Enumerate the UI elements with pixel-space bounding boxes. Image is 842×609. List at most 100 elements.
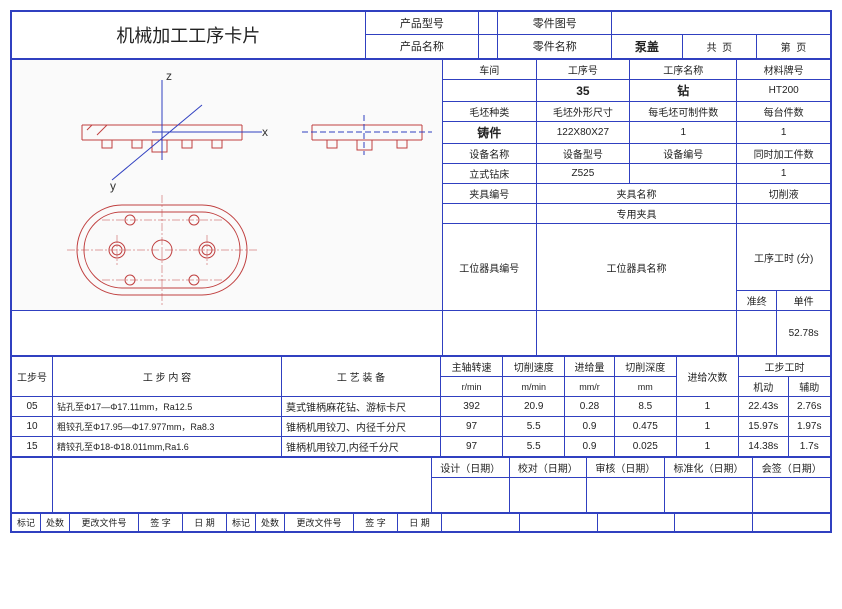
prep-val [737, 311, 777, 356]
tool-no-label: 工位器具编号 [443, 224, 537, 311]
equip-model-label: 设备型号 [536, 144, 630, 164]
part-name-label: 零件名称 [498, 34, 612, 58]
cell-feed: 0.28 [565, 397, 614, 417]
unit-val: 52.78s [777, 311, 831, 356]
equip-name-val: 立式钻床 [443, 164, 537, 184]
unit-speed: m/min [503, 377, 565, 397]
prod-model-label: 产品型号 [365, 12, 479, 35]
cf2-label: 更改文件号 [285, 514, 354, 532]
footer-pad3 [597, 514, 675, 532]
ppb-label: 每毛坯可制件数 [630, 102, 737, 122]
process-name-label: 工序名称 [630, 60, 737, 80]
footer-pad5 [753, 514, 831, 532]
tech-drawing: z x y [12, 60, 442, 310]
sign-val [753, 478, 831, 513]
tool-name-label: 工位器具名称 [536, 224, 737, 311]
prep-label: 准终 [737, 291, 777, 311]
col-steptime: 工步工时 [739, 357, 831, 377]
cell-spindle: 392 [441, 397, 503, 417]
cell-equip: 锥柄机用铰刀,内径千分尺 [282, 437, 441, 457]
x-axis-label: x [262, 125, 268, 139]
doc-title: 机械加工工序卡片 [12, 12, 366, 59]
cell-no: 05 [12, 397, 53, 417]
prod-name-val [479, 34, 498, 58]
tool-name-val [536, 311, 737, 356]
fixture-name-label: 夹具名称 [536, 184, 737, 204]
sign-label: 会签（日期） [753, 458, 831, 478]
review-label: 审核（日期） [587, 458, 665, 478]
part-draw-val [612, 12, 831, 35]
prod-model-val [479, 12, 498, 35]
unit-feed: mm/r [565, 377, 614, 397]
total-label: 共 页 [682, 34, 756, 58]
proc-time-label: 工序工时 (分) [737, 224, 831, 291]
workshop-val [443, 80, 537, 102]
check-label: 校对（日期） [509, 458, 587, 478]
cell-content: 钻孔至Φ17—Φ17.11mm，Ra12.5 [53, 397, 282, 417]
table-row: 10粗铰孔至Φ17.95—Φ17.977mm，Ra8.3锥柄机用铰刀、内径千分尺… [12, 417, 831, 437]
cell-no: 15 [12, 437, 53, 457]
equip-no-label: 设备编号 [630, 144, 737, 164]
cell-depth: 0.025 [614, 437, 676, 457]
cell-aux: 1.97s [788, 417, 830, 437]
standard-val [664, 478, 753, 513]
simul-label: 同时加工件数 [737, 144, 831, 164]
cell-speed: 20.9 [503, 397, 565, 417]
part-draw-label: 零件图号 [498, 12, 612, 35]
mark1-label: 标记 [12, 514, 41, 532]
cell-speed: 5.5 [503, 417, 565, 437]
check-val [509, 478, 587, 513]
equip-model-val: Z525 [536, 164, 630, 184]
footer-pad1 [442, 514, 520, 532]
fixture-name-val: 专用夹具 [536, 204, 737, 224]
date1-label: 日 期 [183, 514, 227, 532]
cell-depth: 0.475 [614, 417, 676, 437]
col-spindle: 主轴转速 [441, 357, 503, 377]
prod-name-label: 产品名称 [365, 34, 479, 58]
sig1-label: 签 字 [139, 514, 183, 532]
material-label: 材料牌号 [737, 60, 831, 80]
empty-left [12, 458, 53, 513]
sheet-label: 第 页 [756, 34, 830, 58]
cell-no: 10 [12, 417, 53, 437]
draw-pad [12, 311, 443, 356]
col-equip: 工 艺 装 备 [282, 357, 441, 397]
cell-feed: 0.9 [565, 417, 614, 437]
mark2-label: 标记 [227, 514, 256, 532]
cf1-label: 更改文件号 [70, 514, 139, 532]
cell-aux: 1.7s [788, 437, 830, 457]
cell-feed: 0.9 [565, 437, 614, 457]
cell-equip: 莫式锥柄麻花钻、游标卡尺 [282, 397, 441, 417]
cell-mach: 22.43s [739, 397, 789, 417]
cell-mach: 15.97s [739, 417, 789, 437]
cell-spindle: 97 [441, 437, 503, 457]
ppb-val: 1 [630, 122, 737, 144]
col-content: 工 步 内 容 [53, 357, 282, 397]
sig2-label: 签 字 [354, 514, 398, 532]
ppu-label: 每台件数 [737, 102, 831, 122]
equip-no-val [630, 164, 737, 184]
table-row: 05钻孔至Φ17—Φ17.11mm，Ra12.5莫式锥柄麻花钻、游标卡尺3922… [12, 397, 831, 417]
cell-mach: 14.38s [739, 437, 789, 457]
col-mach: 机动 [739, 377, 789, 397]
coolant-val [737, 204, 831, 224]
count2-label: 处数 [256, 514, 285, 532]
workshop-label: 车间 [443, 60, 537, 80]
part-name-val: 泵盖 [612, 34, 683, 58]
blank-type-label: 毛坯种类 [443, 102, 537, 122]
review-val [587, 478, 665, 513]
blank-type-val: 铸件 [443, 122, 537, 144]
equip-name-label: 设备名称 [443, 144, 537, 164]
unit-depth: mm [614, 377, 676, 397]
blank-size-label: 毛坯外形尺寸 [536, 102, 630, 122]
footer-pad4 [675, 514, 753, 532]
cell-count: 1 [676, 437, 738, 457]
cell-content: 精铰孔至Φ18-Φ18.011mm,Ra1.6 [53, 437, 282, 457]
col-count: 进给次数 [676, 357, 738, 397]
ppu-val: 1 [737, 122, 831, 144]
material-val: HT200 [737, 80, 831, 102]
col-step-no: 工步号 [12, 357, 53, 397]
date2-label: 日 期 [398, 514, 442, 532]
cell-speed: 5.5 [503, 437, 565, 457]
drawing-area: z x y [12, 60, 443, 311]
